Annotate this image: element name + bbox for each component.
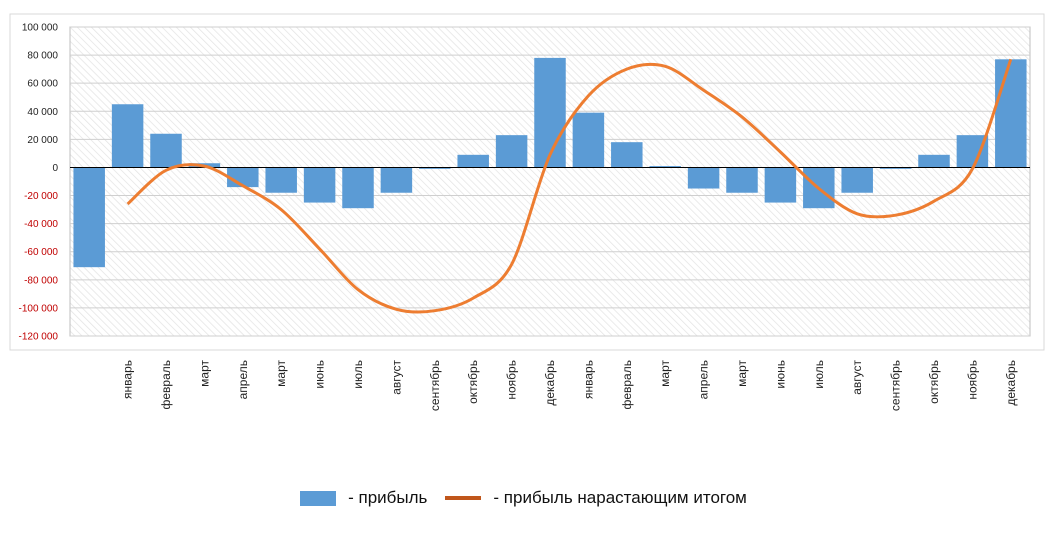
bar-profit-11 <box>495 135 528 168</box>
chart: 100 000 80 000 60 000 40 000 20 000 0 -20 000 -… <box>9 13 1045 412</box>
y-tick-label: -80 000 <box>24 275 58 286</box>
bar-profit-17 <box>726 167 758 193</box>
legend-item-cumulative: - прибыль нарастающим итогом <box>445 488 747 508</box>
x-tick-label: июнь <box>313 360 327 389</box>
line-series <box>126 58 1013 314</box>
y-tick-label: 60 000 <box>27 79 58 90</box>
y-tick-label: -40 000 <box>24 219 58 230</box>
x-tick-label: октябрь <box>927 360 941 404</box>
bar-profit-7 <box>342 167 374 209</box>
bar-profit-18 <box>764 167 797 203</box>
x-tick-label: апрель <box>697 360 711 399</box>
x-tick-label: апрель <box>236 360 250 399</box>
bar-profit-6 <box>303 167 336 203</box>
bar-profit-22 <box>918 154 950 168</box>
bar-profit-12 <box>534 57 566 168</box>
x-tick-label: октябрь <box>466 360 480 404</box>
x-tick-label: декабрь <box>1004 360 1018 406</box>
bar-profit-0 <box>73 167 105 268</box>
y-tick-label: -100 000 <box>19 303 59 314</box>
x-axis-ticks: январь февраль март апрель март июнь июль авгус… <box>121 360 1018 412</box>
legend: - прибыль - прибыль нарастающим итогом <box>0 480 1047 516</box>
x-tick-label: сентябрь <box>889 360 903 411</box>
y-axis-ticks: 100 000 80 000 60 000 40 000 20 000 0 -20 000 -… <box>19 23 59 343</box>
line-cumulative-profit <box>126 58 1013 314</box>
x-tick-label: август <box>850 360 864 395</box>
bar-profit-24 <box>995 59 1027 168</box>
legend-label-profit: - прибыль <box>348 488 428 507</box>
y-tick-label: 0 <box>52 163 58 174</box>
x-tick-label: февраль <box>620 360 634 410</box>
legend-item-profit: - прибыль <box>300 488 427 508</box>
x-tick-label: март <box>735 360 749 387</box>
y-tick-label: 80 000 <box>27 51 58 62</box>
legend-line-swatch <box>445 496 482 500</box>
x-tick-label: июль <box>351 360 365 389</box>
x-tick-label: ноябрь <box>505 360 519 400</box>
bar-profit-20 <box>841 167 873 193</box>
x-tick-label: август <box>389 360 403 395</box>
y-tick-label: -120 000 <box>19 332 59 343</box>
x-tick-label: декабрь <box>543 360 557 406</box>
bar-profit-5 <box>265 167 297 193</box>
x-tick-label: январь <box>121 360 135 399</box>
legend-bar-swatch <box>300 490 337 506</box>
x-tick-label: июнь <box>773 360 787 389</box>
y-tick-label: -20 000 <box>24 191 58 202</box>
bar-profit-21 <box>879 167 912 169</box>
bar-series <box>73 57 1027 268</box>
x-tick-label: сентябрь <box>428 360 442 411</box>
x-tick-label: январь <box>581 360 595 399</box>
bar-profit-8 <box>380 167 413 193</box>
bar-profit-10 <box>457 154 489 168</box>
y-tick-label: 100 000 <box>22 23 59 34</box>
bar-profit-13 <box>572 112 605 168</box>
x-tick-label: март <box>274 360 288 387</box>
y-tick-label: 40 000 <box>27 107 58 118</box>
x-tick-label: февраль <box>159 360 173 410</box>
x-tick-label: март <box>197 360 211 387</box>
bar-profit-9 <box>419 167 451 169</box>
legend-label-cumulative: - прибыль нарастающим итогом <box>493 488 747 507</box>
bar-profit-2 <box>150 133 182 168</box>
bar-profit-14 <box>611 142 643 168</box>
bar-profit-16 <box>687 167 720 189</box>
x-tick-label: ноябрь <box>965 360 979 400</box>
x-tick-label: март <box>658 360 672 387</box>
y-tick-label: -60 000 <box>24 247 58 258</box>
bar-profit-1 <box>111 104 144 168</box>
x-tick-label: июль <box>812 360 826 389</box>
bar-profit-15 <box>649 166 681 168</box>
y-tick-label: 20 000 <box>27 135 58 146</box>
